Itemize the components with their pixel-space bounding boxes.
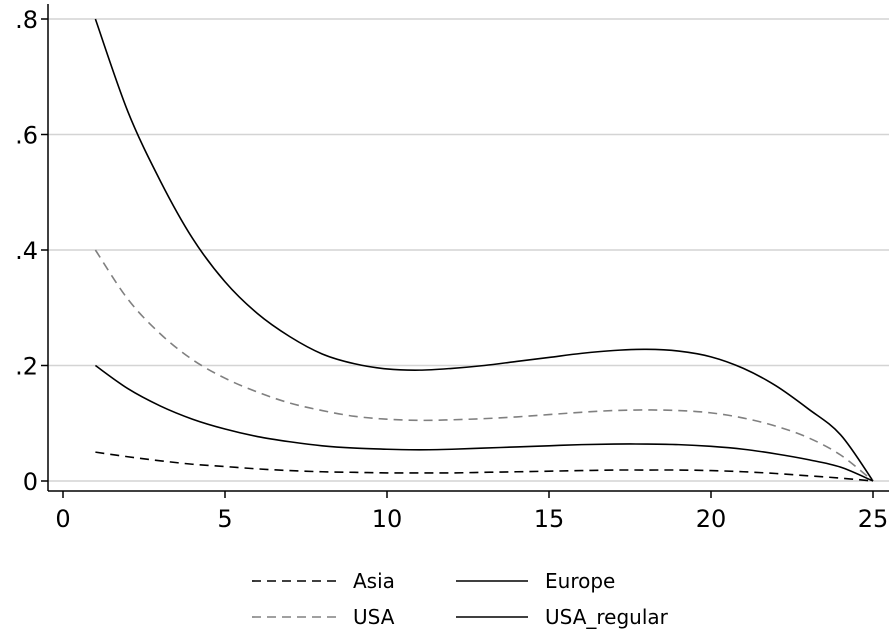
y-tick-label: .2 (15, 353, 38, 381)
legend-label: USA (353, 605, 395, 629)
x-tick-label: 10 (372, 505, 403, 533)
series-lines (94, 18, 874, 482)
gridlines (48, 18, 889, 482)
series-line-europe (94, 18, 874, 482)
legend-label: Asia (353, 569, 395, 593)
x-tick-label: 20 (696, 505, 727, 533)
x-tick-label: 0 (55, 505, 70, 533)
series-line-usa (94, 249, 874, 482)
series-line-usa-regular (94, 364, 874, 482)
y-tick-label: .6 (15, 122, 38, 150)
axes (47, 4, 889, 492)
series-line-asia (95, 451, 874, 482)
y-tick-label: .8 (15, 6, 38, 34)
legend-label: USA_regular (545, 605, 669, 629)
y-tick-label: 0 (23, 468, 38, 496)
x-tick-label: 5 (217, 505, 232, 533)
y-tick-label: .4 (15, 237, 38, 265)
legend-label: Europe (545, 569, 615, 593)
legend: Asia Europe USA USA_regular (252, 569, 669, 629)
tick-labels: 0 .2 .4 .6 .8 0 5 10 15 20 25 (15, 6, 888, 533)
x-tick-label: 15 (534, 505, 565, 533)
x-tick-label: 25 (858, 505, 889, 533)
